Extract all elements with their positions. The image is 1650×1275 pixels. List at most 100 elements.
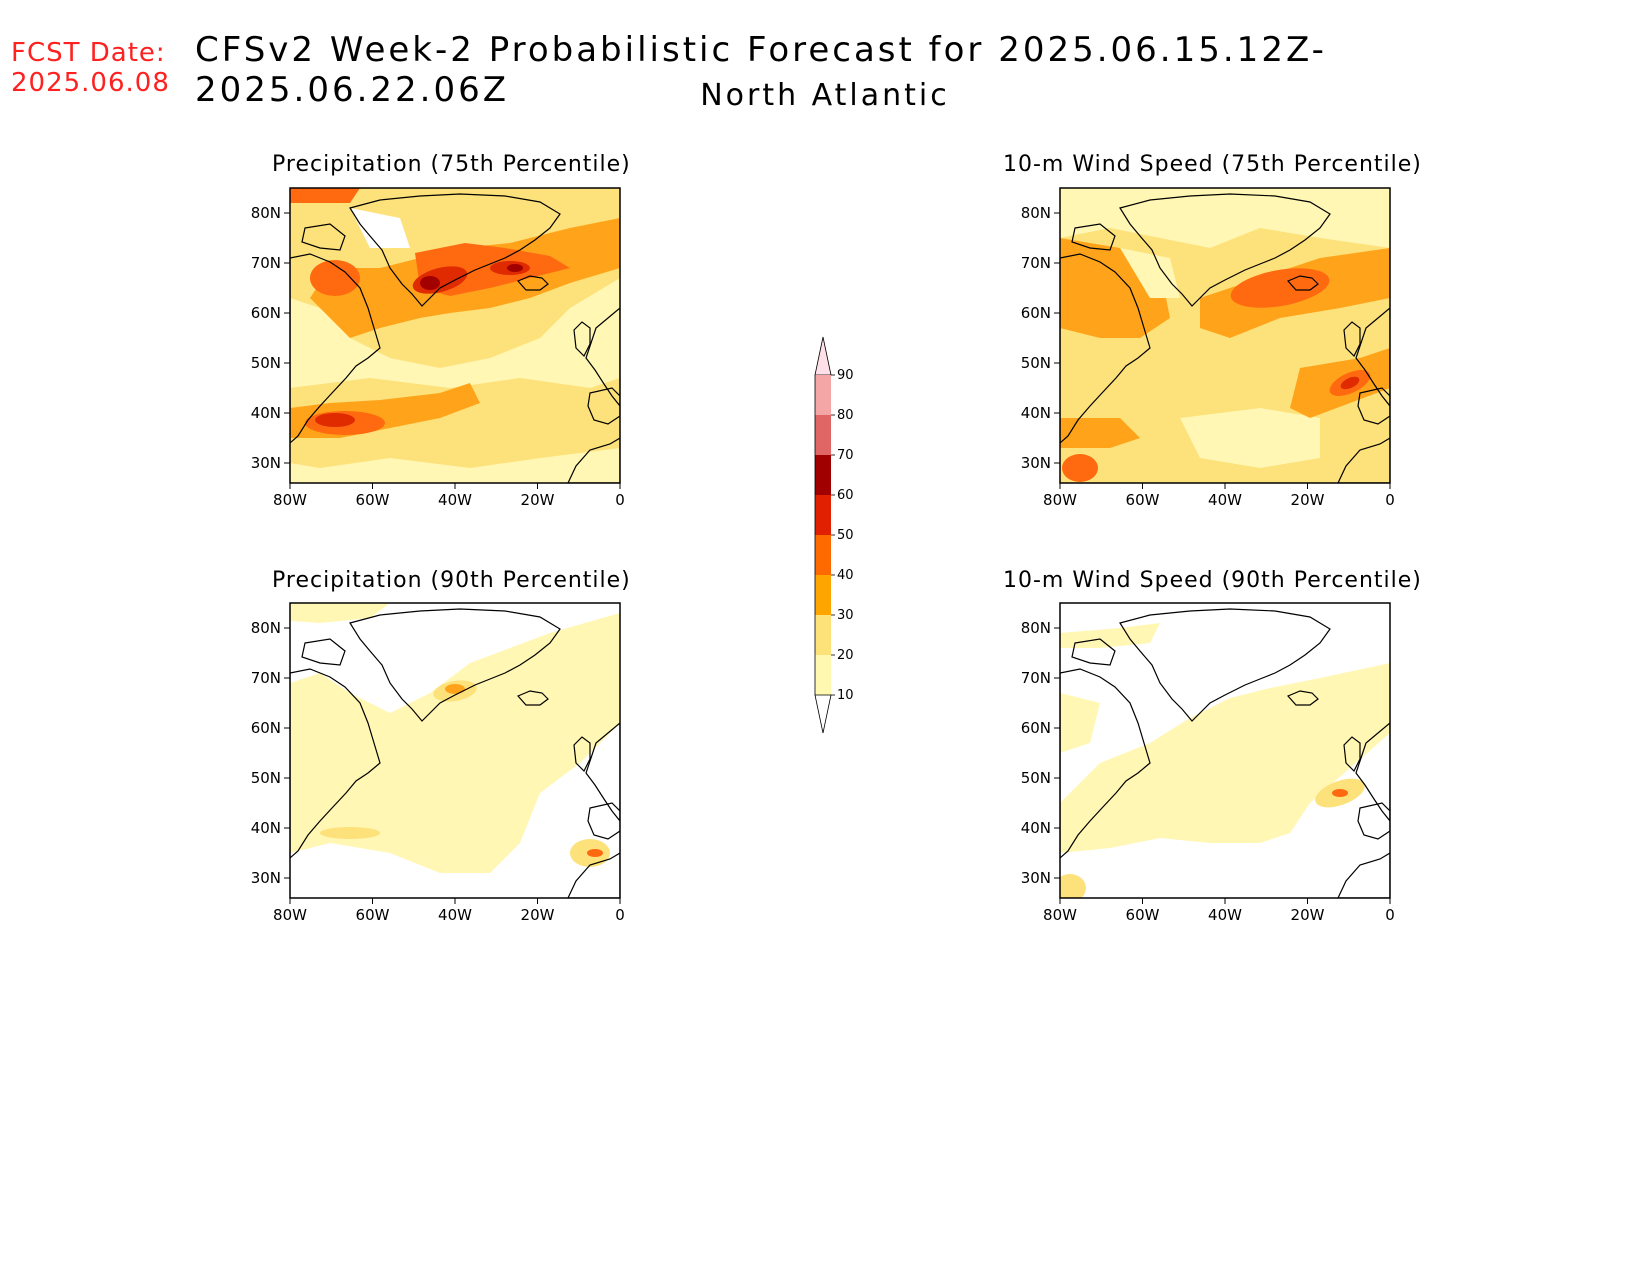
lat-label: 60N [251, 304, 281, 322]
forecast-date-block: FCST Date: 2025.06.08 [11, 38, 170, 98]
lon-label: 60W [356, 906, 390, 924]
lat-label: 70N [251, 254, 281, 272]
coastline-africa [1337, 437, 1390, 483]
lat-label: 40N [1021, 404, 1051, 422]
field-c40-corner [290, 188, 360, 203]
coastline-greenland [1119, 193, 1331, 307]
field-c10-main [290, 613, 620, 873]
coastline-uk [573, 736, 591, 773]
field-c40-corner [1062, 454, 1098, 482]
coastline-iberia [1357, 802, 1390, 840]
map-layer [290, 188, 620, 483]
coastline-north-america [290, 668, 381, 859]
colorbar-label: 50 [837, 528, 854, 543]
field-c40-west [310, 260, 360, 296]
field-c40-africa [587, 849, 603, 857]
lon-label: 0 [615, 491, 625, 509]
lat-label: 80N [251, 619, 281, 637]
coastline-africa [1337, 852, 1390, 898]
lat-label: 60N [251, 719, 281, 737]
lon-label: 0 [1385, 906, 1395, 924]
colorbar-label: 90 [837, 368, 854, 383]
coastline-europe [1355, 307, 1390, 407]
map-wind90: 80N 70N 60N 50N 40N 30N 80W 60W 40W 20W 0 [1021, 602, 1395, 924]
lat-label: 30N [1021, 869, 1051, 887]
lat-label: 50N [1021, 769, 1051, 787]
coastline-uk [1343, 321, 1361, 358]
panel-title-precip75: Precipitation (75th Percentile) [272, 152, 631, 177]
map-layer [1060, 603, 1390, 898]
lat-label: 40N [1021, 819, 1051, 837]
map-layer [290, 603, 620, 898]
coastline-africa [567, 437, 620, 483]
field-c40-iceland [1230, 268, 1330, 308]
field-c20-corner [1060, 874, 1086, 898]
colorbar-swatch [815, 575, 831, 615]
lat-label: 30N [1021, 454, 1051, 472]
coastline-iceland [516, 690, 549, 706]
coastline-iceland [1286, 275, 1319, 291]
colorbar-swatch [815, 535, 831, 575]
field-c50-east [1340, 376, 1360, 390]
colorbar-swatch [815, 655, 831, 695]
colorbar-swatch [815, 375, 831, 415]
colorbar-bottom-triangle [814, 694, 832, 734]
coastline-greenland [349, 193, 561, 307]
coastline-baffin [1071, 638, 1116, 666]
field-c30-sw [1060, 418, 1140, 448]
coastline-north-america [1060, 253, 1151, 444]
field-c10-south [1180, 408, 1320, 468]
map-precip90: 80N 70N 60N 50N 40N 30N 80W 60W 40W 20W 0 [251, 602, 625, 924]
lat-label: 70N [251, 669, 281, 687]
colorbar-swatch [815, 415, 831, 455]
lat-label: 70N [1021, 254, 1051, 272]
panel-title-wind90: 10-m Wind Speed (90th Percentile) [1003, 568, 1422, 593]
lat-label: 40N [251, 404, 281, 422]
lon-label: 20W [521, 906, 555, 924]
forecast-date-value: 2025.06.08 [11, 68, 170, 98]
field-c20-sw [320, 827, 380, 839]
lon-label: 20W [521, 491, 555, 509]
lon-label: 40W [1208, 491, 1242, 509]
lat-label: 50N [251, 769, 281, 787]
main-title: CFSv2 Week-2 Probabilistic Forecast for … [195, 30, 1327, 110]
field-c40-east [1332, 789, 1348, 797]
lat-label: 30N [251, 454, 281, 472]
lat-label: 50N [251, 354, 281, 372]
lat-label: 80N [251, 204, 281, 222]
lon-label: 20W [1291, 906, 1325, 924]
coastline-baffin [301, 638, 346, 666]
field-c10-greenland [1120, 248, 1180, 298]
colorbar-label: 10 [837, 688, 854, 703]
map-wind75: 80N 70N 60N 50N 40N 30N 80W 60W 40W 20W 0 [1021, 187, 1395, 509]
lon-label: 0 [615, 906, 625, 924]
coastline-greenland [349, 608, 561, 722]
coastline-uk [573, 321, 591, 358]
field-c10-north [1060, 188, 1390, 248]
lat-label: 80N [1021, 619, 1051, 637]
field-c50-sw [315, 413, 355, 427]
colorbar-label: 60 [837, 488, 854, 503]
region-title: North Atlantic [700, 78, 950, 113]
map-precip75: 80N 70N 60N 50N 40N 30N 80W 60W 40W 20W 0 [251, 187, 625, 509]
coastline-iceland [1286, 690, 1319, 706]
lon-label: 60W [356, 491, 390, 509]
colorbar-label: 70 [837, 448, 854, 463]
colorbar-label: 20 [837, 648, 854, 663]
lon-label: 80W [1043, 491, 1077, 509]
coastline-iberia [587, 802, 620, 840]
field-c60-core [420, 276, 440, 290]
lat-label: 40N [251, 819, 281, 837]
lon-label: 0 [1385, 491, 1395, 509]
coastline-uk [1343, 736, 1361, 773]
field-white-greenland [350, 208, 410, 248]
coastline-iceland [516, 275, 549, 291]
forecast-date-label: FCST Date: [11, 38, 166, 68]
field-c60-iceland [507, 264, 523, 272]
lon-label: 80W [273, 491, 307, 509]
colorbar-label: 80 [837, 408, 854, 423]
lat-label: 70N [1021, 669, 1051, 687]
coastline-north-america [1060, 668, 1151, 859]
lat-label: 60N [1021, 719, 1051, 737]
panel-title-wind75: 10-m Wind Speed (75th Percentile) [1003, 152, 1422, 177]
